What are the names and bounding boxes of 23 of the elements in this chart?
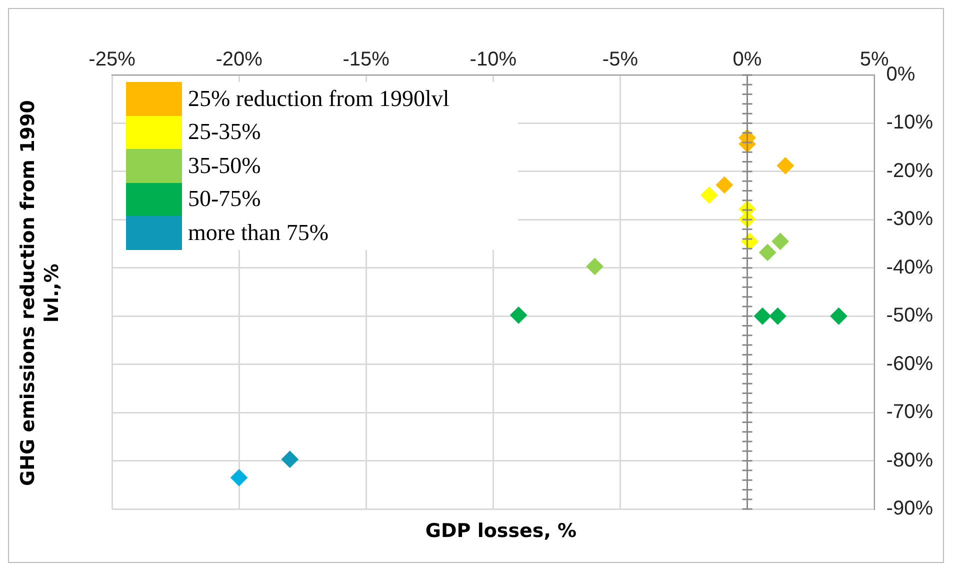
legend-label: 50-75% — [188, 186, 261, 212]
y-tick-label: -70% — [886, 401, 934, 424]
legend-label: 25% reduction from 1990lvl — [188, 86, 450, 112]
y-tick-label: -40% — [886, 256, 934, 278]
y-tick-label: -50% — [886, 304, 934, 327]
x-tick-label: -10% — [470, 48, 517, 71]
y-tick-label: -30% — [886, 208, 934, 230]
y-tick-label: -20% — [886, 160, 934, 182]
x-axis-title: GDP losses, % — [424, 520, 578, 542]
y-axis-title: GHG emissions reduction from 1990 lvl.,% — [16, 99, 64, 488]
x-tick-label: 0% — [732, 48, 762, 71]
x-tick-label: -25% — [88, 48, 136, 71]
y-tick-label: -80% — [886, 449, 934, 472]
y-tick-label: 0% — [886, 64, 916, 86]
legend-label: more than 75% — [188, 220, 329, 246]
x-tick-label: -5% — [602, 48, 638, 71]
y-tick-label: -10% — [886, 112, 934, 134]
legend-label: 35-50% — [188, 152, 261, 179]
x-tick-label: -15% — [342, 48, 390, 71]
legend-label: 25-35% — [188, 119, 261, 146]
x-tick-label: -20% — [216, 48, 263, 71]
y-tick-label: -60% — [886, 352, 934, 375]
y-tick-label: -90% — [886, 498, 934, 520]
